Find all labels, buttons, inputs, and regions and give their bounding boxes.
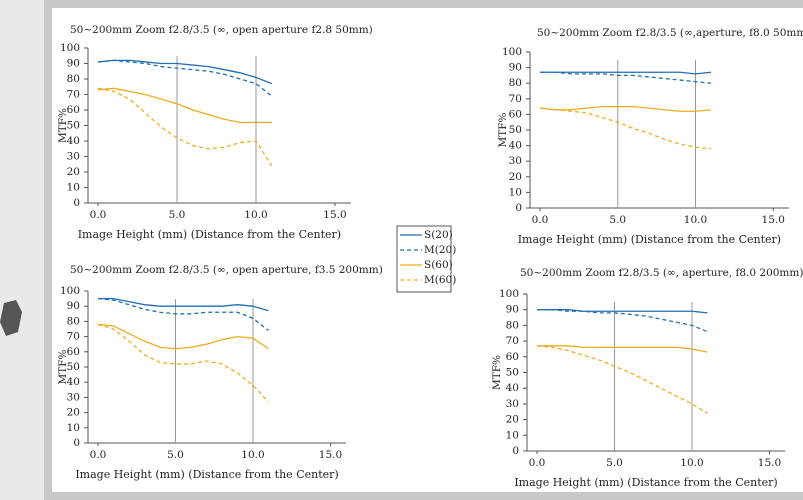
y-tick-label: 60 — [67, 346, 80, 358]
x-tick-label: 0.0 — [90, 209, 107, 221]
y-tick-label: 30 — [506, 398, 519, 410]
legend-label: S(20) — [424, 229, 453, 241]
series-line — [539, 107, 712, 150]
y-tick-label: 50 — [509, 124, 522, 136]
y-tick-label: 60 — [506, 351, 519, 363]
x-tick-label: 10.0 — [680, 457, 703, 469]
y-axis-label: MTF% — [57, 108, 69, 143]
y-tick-label: 60 — [67, 104, 80, 116]
y-tick-label: 80 — [67, 315, 80, 327]
x-tick-label: 5.0 — [169, 209, 186, 221]
series-line — [97, 323, 269, 403]
y-tick-label: 30 — [67, 151, 80, 163]
y-tick-label: 80 — [67, 73, 80, 85]
legend-label: M(60) — [424, 274, 456, 286]
y-tick-label: 50 — [506, 367, 519, 379]
y-tick-label: 90 — [509, 62, 522, 74]
y-tick-label: 20 — [67, 407, 80, 419]
y-tick-label: 50 — [67, 120, 80, 132]
y-tick-label: 40 — [509, 140, 522, 152]
x-tick-label: 5.0 — [167, 449, 184, 461]
y-axis-label: MTF% — [57, 349, 69, 384]
x-tick-label: 15.0 — [323, 209, 346, 221]
y-tick-label: 90 — [67, 300, 80, 312]
y-tick-label: 10 — [67, 422, 80, 434]
x-axis-label: Image Height (mm) (Distance from the Cen… — [75, 468, 338, 481]
x-tick-label: 10.0 — [684, 214, 707, 226]
y-tick-label: 10 — [506, 429, 519, 441]
series-line — [540, 71, 712, 84]
series-line — [97, 87, 272, 124]
x-tick-label: 15.0 — [758, 457, 781, 469]
y-tick-label: 90 — [67, 58, 80, 70]
series-line — [536, 345, 708, 414]
x-tick-label: 15.0 — [762, 214, 785, 226]
series-line — [97, 297, 269, 332]
y-tick-label: 100 — [60, 42, 80, 54]
series-line — [537, 309, 708, 333]
chart-title: 50~200mm Zoom f2.8/3.5 (∞,aperture, f8.0… — [537, 27, 803, 39]
series-line — [537, 345, 708, 353]
x-axis-label: Image Height (mm) (Distance from the Cen… — [518, 233, 781, 246]
y-tick-label: 50 — [67, 361, 80, 373]
x-tick-label: 5.0 — [609, 214, 626, 226]
y-tick-label: 90 — [506, 304, 519, 316]
legend-box — [396, 225, 452, 293]
y-tick-label: 80 — [506, 319, 519, 331]
y-tick-label: 0 — [515, 202, 522, 214]
x-tick-label: 10.0 — [241, 449, 264, 461]
x-tick-label: 0.0 — [90, 449, 107, 461]
y-tick-label: 10 — [67, 182, 80, 194]
icon — [0, 300, 22, 336]
y-axis-label: MTF% — [497, 112, 509, 147]
x-tick-label: 0.0 — [529, 457, 546, 469]
y-tick-label: 40 — [67, 376, 80, 388]
y-tick-label: 0 — [73, 437, 80, 449]
x-tick-label: 15.0 — [319, 449, 342, 461]
series-line — [539, 105, 712, 112]
y-tick-label: 70 — [67, 89, 80, 101]
y-tick-label: 20 — [509, 171, 522, 183]
y-tick-label: 40 — [67, 135, 80, 147]
chart-title: 50~200mm Zoom f2.8/3.5 (∞, open aperture… — [70, 24, 373, 36]
series-line — [537, 309, 708, 314]
series-line — [540, 71, 712, 75]
y-tick-label: 70 — [509, 93, 522, 105]
legend-label: M(20) — [424, 244, 456, 256]
y-tick-label: 40 — [506, 382, 519, 394]
x-axis-label: Image Height (mm) (Distance from the Cen… — [78, 228, 341, 241]
series-line — [97, 59, 273, 97]
x-tick-label: 5.0 — [606, 457, 623, 469]
y-tick-label: 0 — [73, 197, 80, 209]
x-tick-label: 10.0 — [244, 209, 267, 221]
y-tick-label: 20 — [506, 414, 519, 426]
y-tick-label: 100 — [60, 285, 80, 297]
y-tick-label: 0 — [512, 445, 519, 457]
series-line — [97, 323, 269, 350]
series-line — [97, 87, 273, 167]
y-tick-label: 80 — [509, 77, 522, 89]
legend-label: S(60) — [424, 259, 453, 271]
y-tick-label: 100 — [502, 46, 522, 58]
y-tick-label: 30 — [67, 391, 80, 403]
chart-title: 50~200mm Zoom f2.8/3.5 (∞, aperture, f8.… — [520, 267, 803, 279]
y-tick-label: 30 — [509, 155, 522, 167]
y-tick-label: 20 — [67, 166, 80, 178]
y-tick-label: 10 — [509, 186, 522, 198]
chart-title: 50~200mm Zoom f2.8/3.5 (∞, open aperture… — [70, 264, 383, 276]
series-line — [97, 59, 273, 85]
y-tick-label: 100 — [499, 288, 519, 300]
y-axis-label: MTF% — [491, 355, 503, 390]
x-axis-label: Image Height (mm) (Distance from the Cen… — [514, 476, 777, 489]
y-tick-label: 70 — [506, 335, 519, 347]
y-tick-label: 60 — [509, 108, 522, 120]
x-tick-label: 0.0 — [532, 214, 549, 226]
series-line — [98, 297, 269, 312]
y-tick-label: 70 — [67, 331, 80, 343]
